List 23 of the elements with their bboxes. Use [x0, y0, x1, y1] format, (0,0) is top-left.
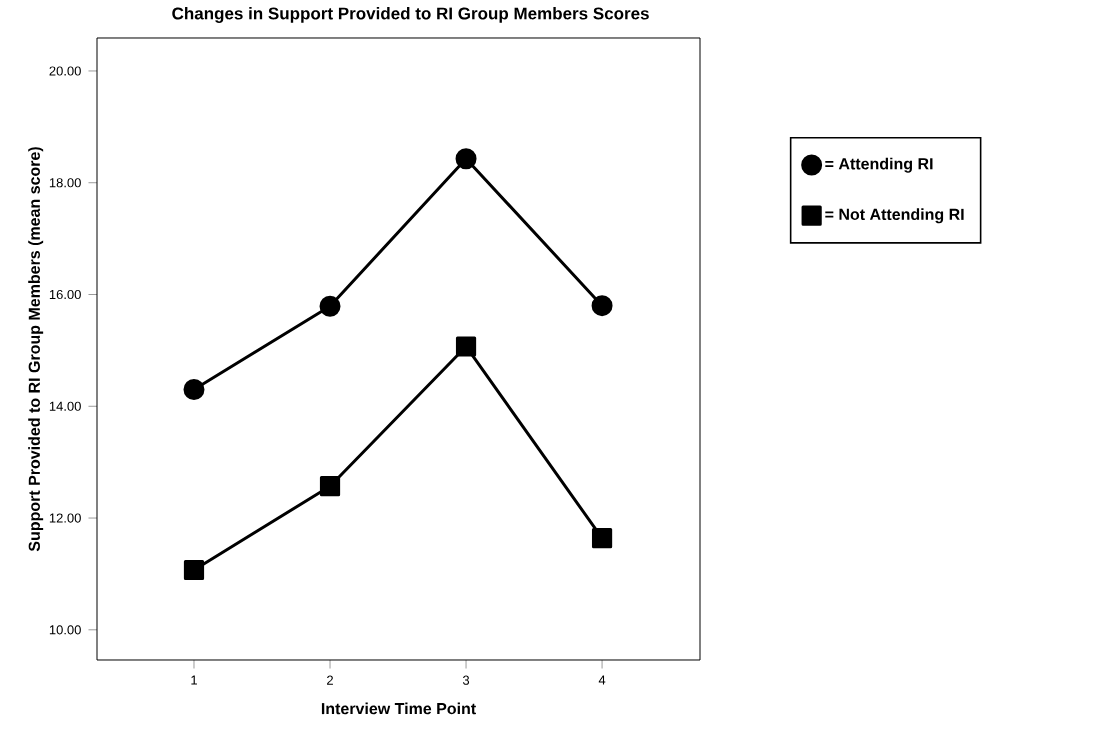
point: [319, 295, 341, 317]
y-tick-label: 10.00: [49, 625, 81, 635]
point: [591, 295, 613, 317]
x-tick-label: 3: [462, 675, 470, 685]
y-tick-label: 12.00: [49, 513, 81, 523]
x-axis-title: Interview Time Point: [321, 702, 476, 715]
point: [455, 336, 477, 357]
x-tick-label: 2: [327, 675, 333, 685]
x-tick-label: 4: [598, 675, 606, 685]
y-axis-title: Support Provided to RI Group Members (mean score): [28, 147, 44, 552]
point: [591, 528, 613, 549]
point: [183, 379, 205, 401]
chart-title: Changes in Support Provided to RI Group Members Scores: [172, 7, 649, 23]
legend-label: = Not Attending RI: [825, 208, 964, 224]
point: [319, 476, 341, 497]
point: [183, 559, 205, 581]
y-tick-label: 20.00: [49, 66, 81, 76]
y-tick-label: 14.00: [49, 401, 81, 411]
x-tick-label: 1: [191, 675, 197, 685]
y-tick-label: 16.00: [49, 289, 81, 300]
y-tick-label: 18.00: [49, 178, 81, 188]
point: [455, 148, 477, 170]
legend-label: = Attending RI: [825, 157, 933, 173]
